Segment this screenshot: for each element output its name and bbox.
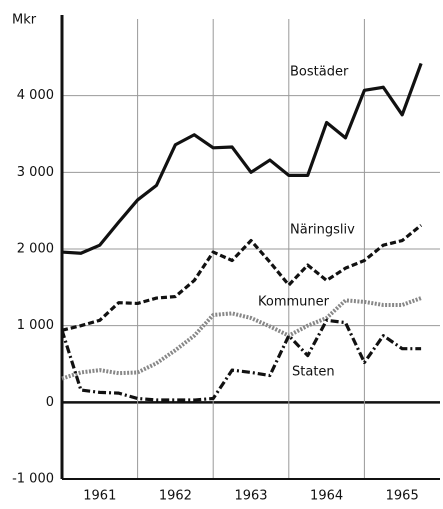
y-tick-label: 1 000	[17, 318, 54, 333]
y-axis-label: Mkr	[12, 13, 37, 28]
y-tick-label: 2 000	[17, 242, 54, 257]
series-label: Kommuner	[258, 295, 330, 310]
y-tick-label: 3 000	[17, 165, 54, 180]
x-tick-label: 1965	[386, 489, 419, 504]
series-line	[61, 62, 423, 255]
x-tick-label: 1964	[310, 489, 343, 504]
y-tick-label: 4 000	[17, 88, 54, 103]
series-label: Näringsliv	[290, 223, 355, 238]
x-tick-label: 1963	[234, 489, 267, 504]
y-tick-label: 0	[46, 395, 54, 410]
series-line	[61, 296, 422, 381]
x-tick-label: 1961	[83, 489, 116, 504]
series-line	[60, 318, 422, 402]
x-tick-label: 1962	[159, 489, 192, 504]
y-tick-label: -1 000	[12, 472, 54, 487]
series-line	[61, 223, 423, 332]
series-label: Staten	[292, 365, 335, 380]
series-label: Bostäder	[290, 65, 349, 80]
